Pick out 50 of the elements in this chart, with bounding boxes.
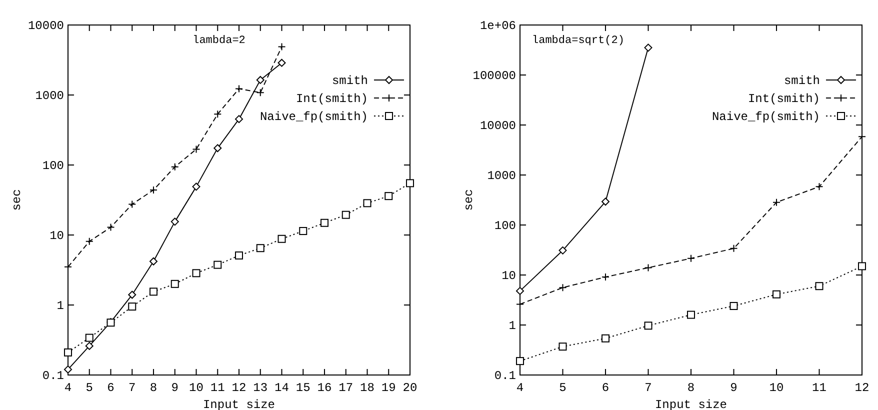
y-tick-label: 10000 bbox=[480, 119, 516, 134]
x-tick-label: 8 bbox=[687, 381, 695, 395]
y-tick-label: 10 bbox=[502, 269, 516, 284]
y-tick-label: 10 bbox=[50, 229, 64, 244]
x-tick-label: 18 bbox=[360, 381, 374, 395]
x-tick-label: 5 bbox=[86, 381, 93, 395]
x-tick-label: 11 bbox=[210, 381, 225, 395]
x-tick-label: 13 bbox=[253, 381, 268, 395]
x-tick-label: 16 bbox=[317, 381, 332, 395]
x-tick-label: 5 bbox=[559, 381, 566, 395]
y-tick-label: 100 bbox=[42, 159, 64, 174]
y-tick-label: 1000 bbox=[35, 89, 64, 104]
legend-label: Naive_fp(smith) bbox=[712, 110, 820, 124]
y-tick-label: 0.1 bbox=[494, 369, 516, 384]
y-tick-label: 10000 bbox=[28, 19, 64, 34]
y-axis-title: sec bbox=[10, 189, 24, 211]
y-axis-title: sec bbox=[462, 189, 476, 211]
x-tick-label: 7 bbox=[128, 381, 136, 395]
x-tick-label: 19 bbox=[381, 381, 396, 395]
x-tick-label: 15 bbox=[296, 381, 310, 395]
y-tick-label: 100 bbox=[494, 219, 516, 234]
x-tick-label: 9 bbox=[730, 381, 738, 395]
x-tick-label: 4 bbox=[64, 381, 72, 395]
x-tick-label: 17 bbox=[338, 381, 354, 395]
x-tick-label: 9 bbox=[171, 381, 178, 395]
legend-label: Naive_fp(smith) bbox=[260, 110, 368, 124]
y-tick-label: 1e+06 bbox=[480, 19, 516, 34]
annotation: lambda=2 bbox=[192, 35, 246, 47]
y-tick-label: 1000 bbox=[487, 169, 516, 184]
x-tick-label: 8 bbox=[150, 381, 158, 395]
legend-label: smith bbox=[784, 74, 820, 88]
y-tick-label: 0.1 bbox=[42, 369, 64, 384]
x-tick-label: 4 bbox=[516, 381, 524, 395]
legend-label: smith bbox=[332, 74, 368, 88]
x-tick-label: 10 bbox=[189, 381, 204, 395]
x-tick-label: 6 bbox=[107, 381, 114, 395]
legend-label: Int(smith) bbox=[296, 92, 368, 106]
annotation: lambda=sqrt(2) bbox=[532, 35, 624, 47]
x-tick-label: 6 bbox=[602, 381, 610, 395]
x-tick-label: 11 bbox=[812, 381, 826, 395]
x-tick-label: 20 bbox=[402, 381, 418, 395]
x-tick-label: 7 bbox=[644, 381, 652, 395]
y-tick-label: 1 bbox=[508, 319, 516, 334]
x-tick-label: 12 bbox=[854, 381, 870, 395]
x-tick-label: 14 bbox=[274, 381, 289, 395]
x-tick-label: 10 bbox=[769, 381, 784, 395]
legend-label: Int(smith) bbox=[748, 92, 820, 106]
y-tick-label: 100000 bbox=[472, 69, 516, 84]
y-tick-label: 1 bbox=[56, 299, 64, 314]
x-tick-label: 12 bbox=[232, 381, 246, 395]
